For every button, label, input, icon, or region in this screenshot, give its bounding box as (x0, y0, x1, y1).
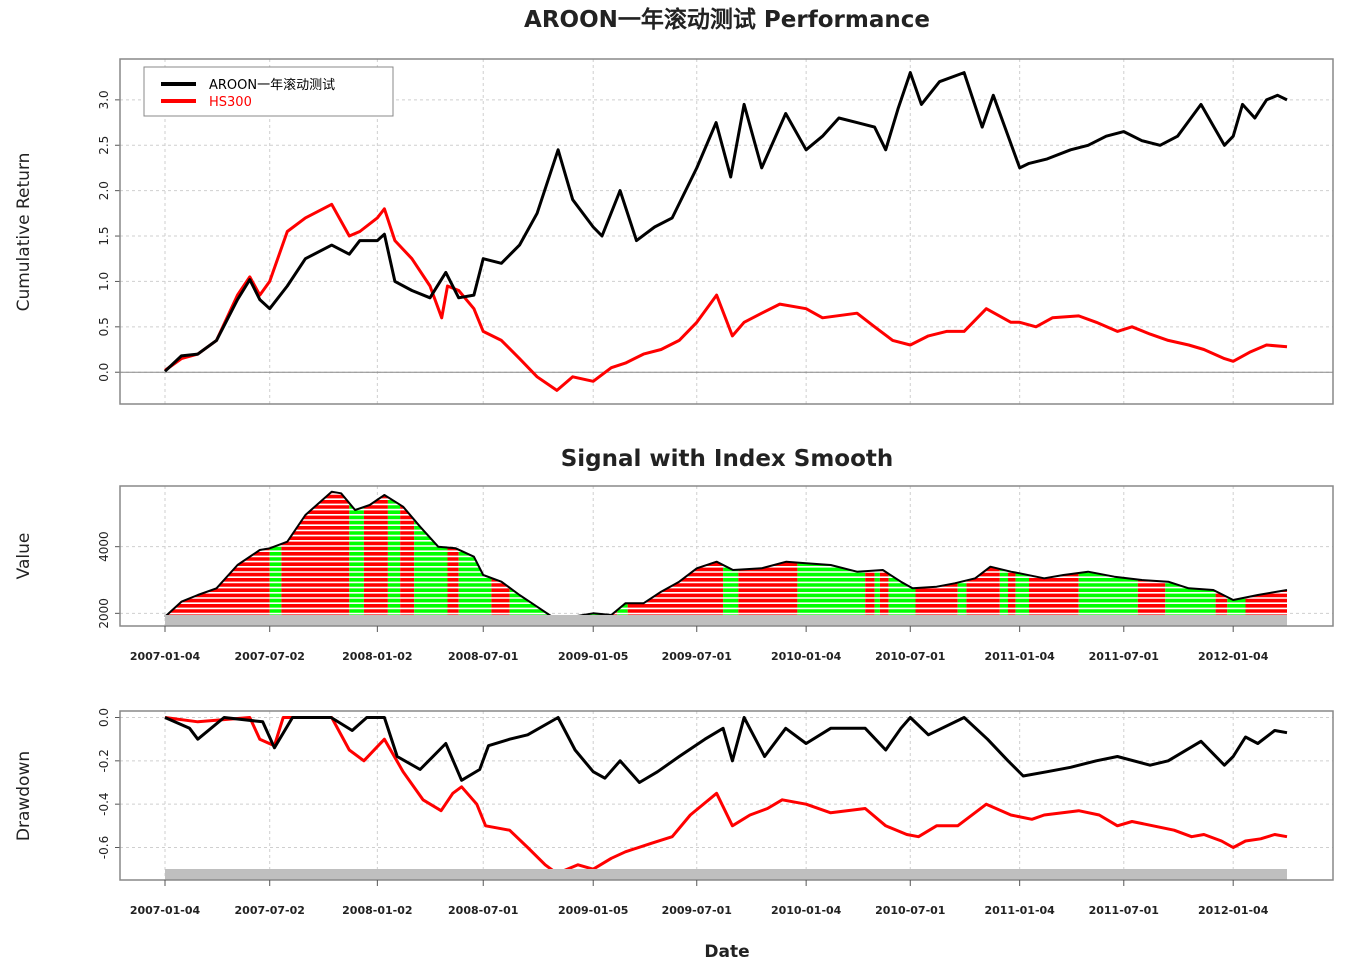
x-tick-label: 2009-01-05 (558, 650, 628, 663)
y-tick-label: 4000 (97, 531, 111, 562)
panel3-frame (119, 710, 1334, 881)
panel2-ylabel: Value (14, 533, 34, 580)
y-tick-label: -0.2 (97, 749, 111, 772)
x-tick-label: 2011-01-04 (984, 650, 1055, 663)
y-tick-label: -0.4 (97, 792, 111, 815)
x-tick-label: 2010-01-04 (771, 650, 842, 663)
x-axis-label: Date (704, 942, 749, 962)
x-tick-label: 2011-07-01 (1089, 904, 1159, 917)
signal-segment (165, 548, 270, 626)
y-tick-label: 1.5 (97, 226, 111, 245)
series-line-hs300 (163, 71, 1288, 373)
panel3-x-ticks: 2007-01-04 2007-07-02 2008-01-02 2008-07-01… (130, 880, 1269, 917)
series-line-aroon (164, 202, 1288, 392)
x-tick-label: 2009-01-05 (558, 904, 628, 917)
y-tick-label: 1.0 (97, 272, 111, 291)
series-line-aroon (164, 716, 1288, 875)
x-tick-label: 2009-07-01 (662, 904, 732, 917)
legend-box (143, 66, 394, 117)
x-tick-label: 2010-07-01 (875, 904, 945, 917)
panel3-series (164, 716, 1288, 875)
y-tick-label: 2000 (97, 598, 111, 629)
panel1-ylabel: Cumulative Return (14, 153, 34, 312)
x-tick-label: 2011-07-01 (1089, 650, 1159, 663)
signal-segment (1015, 572, 1029, 626)
signal-segment (269, 543, 282, 626)
y-tick-label: 0.0 (97, 363, 111, 382)
y-tick-label: -0.6 (97, 836, 111, 859)
signal-segment (723, 564, 739, 626)
panel3-y-ticks: 0.0 -0.2 -0.4 -0.6 (97, 708, 120, 859)
signal-segment (966, 566, 1000, 626)
signal-segment (1029, 572, 1079, 626)
signal-segment (1078, 571, 1138, 626)
x-tick-label: 2007-07-02 (235, 650, 305, 663)
legend: AROON一年滚动测试 HS300 (143, 66, 394, 117)
y-tick-label: 0.0 (97, 708, 111, 727)
x-tick-label: 2010-01-04 (771, 904, 842, 917)
x-tick-label: 2009-07-01 (662, 650, 732, 663)
panel3-date-band (165, 869, 1287, 880)
y-tick-label: 3.0 (97, 90, 111, 109)
panel1-series (163, 71, 1288, 392)
series-line-index (164, 490, 1288, 621)
panel2-date-band (165, 615, 1287, 626)
y-tick-label: 0.5 (97, 317, 111, 336)
x-tick-label: 2007-01-04 (130, 904, 201, 917)
x-tick-label: 2007-07-02 (235, 904, 305, 917)
panel1-frame (119, 58, 1334, 405)
signal-segment (797, 562, 866, 626)
x-tick-label: 2012-01-04 (1198, 650, 1269, 663)
y-tick-label: 2.5 (97, 136, 111, 155)
x-tick-label: 2012-01-04 (1198, 904, 1269, 917)
x-tick-label: 2008-07-01 (448, 650, 518, 663)
x-tick-label: 2008-01-02 (342, 650, 412, 663)
x-tick-label: 2010-07-01 (875, 650, 945, 663)
series-line-hs300 (164, 716, 1288, 784)
x-tick-label: 2007-01-04 (130, 650, 201, 663)
x-tick-label: 2011-01-04 (984, 904, 1055, 917)
panel2-x-ticks: 2007-01-04 2007-07-02 2008-01-02 2008-07-01… (130, 626, 1269, 663)
panel1-title: AROON一年滚动测试 Performance (524, 6, 930, 33)
legend-label-hs300: HS300 (209, 95, 252, 110)
x-tick-label: 2008-07-01 (448, 904, 518, 917)
y-tick-label: 2.0 (97, 181, 111, 200)
panel1-y-ticks: 0.0 0.5 1.0 1.5 2.0 2.5 3.0 (97, 90, 120, 382)
signal-segment (349, 503, 364, 626)
x-tick-label: 2008-01-02 (342, 904, 412, 917)
panel2-series (164, 490, 1288, 621)
legend-label-aroon: AROON一年滚动测试 (209, 77, 335, 93)
panel2-title: Signal with Index Smooth (561, 446, 894, 472)
panel2-frame (119, 485, 1334, 627)
panel3-ylabel: Drawdown (14, 751, 34, 841)
panel2-y-ticks: 2000 4000 (97, 531, 120, 629)
